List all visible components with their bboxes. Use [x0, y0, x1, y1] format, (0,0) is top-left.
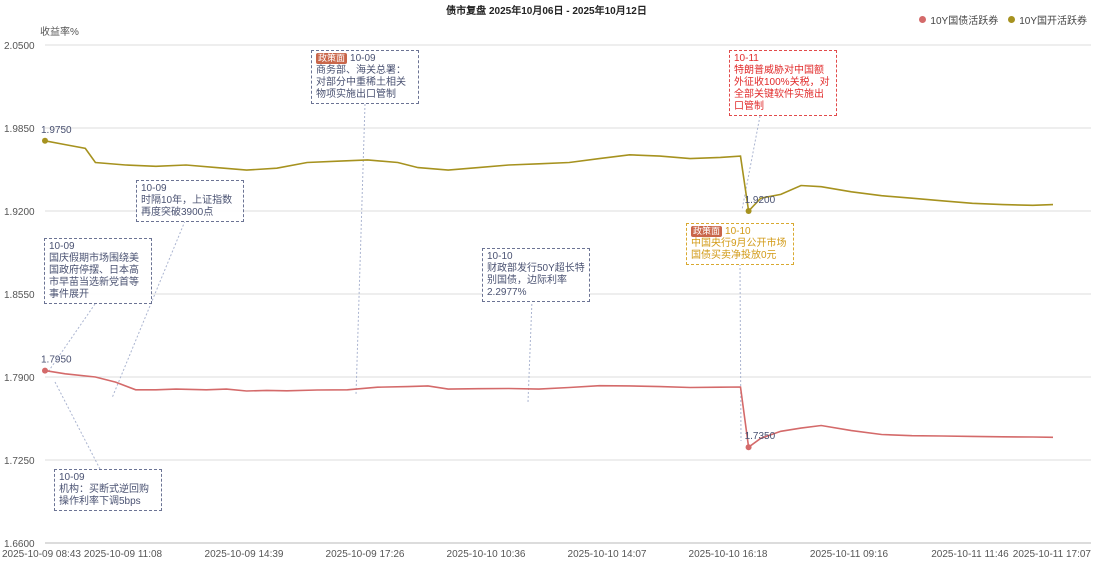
x-tick-label: 2025-10-11 09:16: [810, 549, 889, 560]
annotation-text: 商务部、海关总署：对部分中重稀土相关物项实施出口管制: [316, 65, 406, 100]
legend-label-series-1: 10Y国开活跃券: [1019, 16, 1087, 27]
data-point-label: 1.7950: [41, 355, 72, 366]
legend-item-series-1[interactable]: 10Y国开活跃券: [1008, 12, 1087, 27]
data-point-marker: [42, 137, 48, 144]
x-tick-label: 2025-10-09 08:43: [2, 549, 81, 560]
annotation-1: 10-09 时隔10年，上证指数再度突破3900点: [136, 180, 244, 222]
legend-marker-series-1: [1008, 16, 1016, 23]
series-line-1: [44, 140, 1054, 213]
x-tick-label: 2025-10-09 14:39: [205, 549, 284, 560]
annotation-date: 10-11: [734, 53, 759, 64]
annotation-leader-line: [527, 299, 533, 403]
x-tick-label: 2025-10-10 16:18: [689, 549, 768, 560]
annotation-text: 特朗普威胁对中国额外征收100%关税，对全部关键软件实施出口管制: [734, 65, 830, 112]
annotation-text: 财政部发行50Y超长特别国债，边际利率2.2977%: [487, 263, 585, 298]
x-tick-label: 2025-10-11 11:46: [931, 549, 1009, 560]
annotation-header: 政策面 10-10: [691, 226, 789, 238]
y-tick-label: 1.8550: [4, 290, 35, 301]
y-tick-label: 1.6600: [4, 539, 35, 550]
annotation-text: 机构：买断式逆回购操作利率下调5bps: [59, 484, 149, 507]
x-tick-label: 2025-10-11 17:07: [1013, 549, 1092, 560]
annotation-5: 10-11 特朗普威胁对中国额外征收100%关税，对全部关键软件实施出口管制: [729, 50, 837, 116]
annotation-date: 10-10: [725, 226, 751, 237]
y-tick-label: 1.9850: [4, 124, 35, 135]
x-tick-label: 2025-10-09 17:26: [326, 549, 405, 560]
annotation-date: 10-09: [49, 241, 75, 252]
legend-item-series-0[interactable]: 10Y国债活跃券: [919, 12, 998, 27]
annotation-4: 10-10 财政部发行50Y超长特别国债，边际利率2.2977%: [482, 248, 590, 302]
annotation-2: 政策面 10-09 商务部、海关总署：对部分中重稀土相关物项实施出口管制: [311, 50, 419, 104]
annotation-6: 政策面 10-10 中国央行9月公开市场国债买卖净投放0元: [686, 223, 794, 265]
annotation-text: 国庆假期市场围绕美国政府停摆、日本高市早苗当选新党首等事件展开: [49, 253, 139, 300]
data-point-marker: [42, 367, 48, 374]
legend-marker-series-0: [919, 16, 927, 23]
x-tick-label: 2025-10-09 11:08: [84, 549, 163, 560]
annotation-date: 10-09: [350, 53, 376, 64]
legend-label-series-0: 10Y国债活跃券: [930, 16, 999, 27]
y-tick-label: 1.9200: [4, 207, 35, 218]
x-tick-label: 2025-10-10 14:07: [568, 549, 647, 560]
data-point-label: 1.9750: [41, 125, 72, 136]
legend[interactable]: 10Y国债活跃券 10Y国开活跃券: [919, 12, 1087, 27]
policy-tag: 政策面: [316, 53, 348, 64]
y-tick-label: 2.0500: [4, 41, 35, 52]
data-point-marker: [745, 208, 752, 214]
data-point-label: 1.9200: [745, 195, 776, 206]
annotation-date: 10-09: [59, 472, 85, 483]
annotation-leader-line: [54, 381, 101, 470]
chart-title: 债市复盘 2025年10月06日 - 2025年10月12日: [446, 6, 647, 17]
x-tick-label: 2025-10-10 10:36: [447, 549, 526, 560]
annotation-leader-line: [355, 103, 366, 396]
annotation-text: 时隔10年，上证指数再度突破3900点: [141, 195, 233, 218]
annotation-leader-line: [47, 303, 96, 373]
data-point-marker: [745, 444, 752, 451]
y-axis-label: 收益率%: [40, 27, 79, 38]
data-point-label: 1.7350: [745, 431, 776, 442]
annotation-leader-line: [739, 263, 742, 442]
annotation-3: 10-09 机构：买断式逆回购操作利率下调5bps: [54, 469, 162, 511]
annotation-text: 中国央行9月公开市场国债买卖净投放0元: [691, 238, 787, 261]
annotation-date: 10-10: [487, 251, 513, 262]
annotation-date: 10-09: [141, 183, 167, 194]
y-tick-label: 1.7900: [4, 373, 35, 384]
y-tick-label: 1.7250: [4, 456, 35, 467]
series-line-0: [44, 369, 1054, 449]
policy-tag: 政策面: [691, 226, 723, 237]
annotation-0: 10-09 国庆假期市场围绕美国政府停摆、日本高市早苗当选新党首等事件展开: [44, 238, 152, 304]
annotation-header: 政策面 10-09: [316, 53, 414, 65]
